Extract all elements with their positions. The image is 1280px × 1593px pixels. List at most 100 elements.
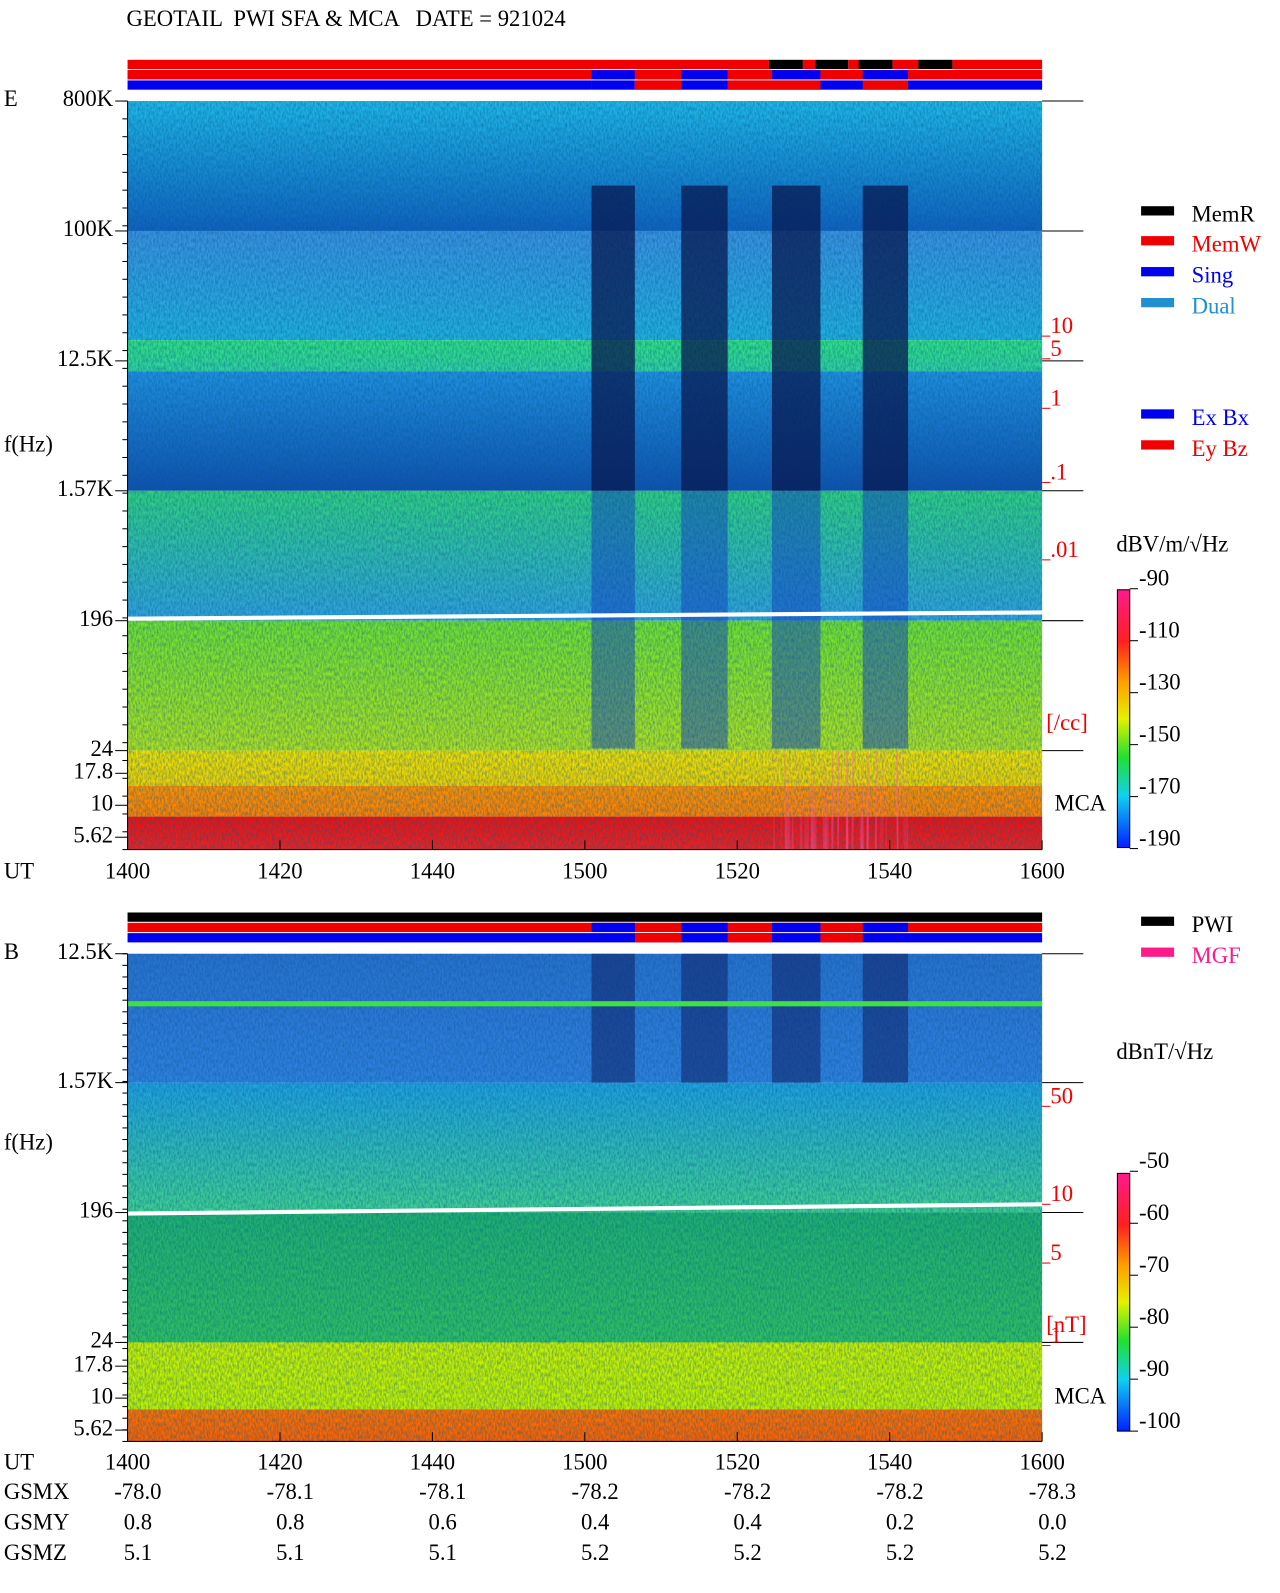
mode-bar — [820, 933, 863, 943]
y-tick-label: 17.8 — [73, 759, 113, 784]
mode-bar — [681, 80, 728, 90]
mode-bar — [802, 59, 816, 70]
dark-stripe — [771, 953, 821, 1083]
mode-bar — [815, 59, 849, 70]
dark-stripe — [862, 953, 909, 1083]
orbit-value: 0.4 — [733, 1510, 761, 1535]
x-tick-label: 1520 — [715, 1449, 760, 1474]
mode-bar — [862, 70, 909, 80]
spectrogram-noise — [127, 1212, 1043, 1343]
mode-bar — [591, 922, 635, 933]
y-tick-label: 196 — [79, 1198, 113, 1223]
legend-label: Sing — [1192, 263, 1234, 288]
mode-bar — [127, 80, 592, 90]
y-axis-label: f(Hz) — [4, 1130, 53, 1155]
dark-stripe — [591, 185, 635, 491]
mode-bar — [127, 922, 1043, 933]
orbit-value: 5.1 — [276, 1540, 304, 1565]
colorbar-tick-label: -90 — [1139, 566, 1169, 591]
legend-swatch — [1141, 297, 1175, 308]
mode-bar — [681, 922, 728, 933]
legend-label: Ex Bx — [1192, 405, 1250, 430]
mode-bar — [591, 80, 635, 90]
y-tick-label: 24 — [90, 1328, 113, 1353]
orbit-value: 0.8 — [276, 1510, 304, 1535]
x-tick-label: 1500 — [562, 859, 607, 884]
x-tick-label: 1540 — [867, 1449, 912, 1474]
density-tick-label: 5 — [1050, 336, 1061, 361]
orbit-value: 0.6 — [429, 1510, 457, 1535]
legend-label: Dual — [1192, 293, 1236, 318]
mca-label: MCA — [1054, 1383, 1106, 1408]
orbit-value: 5.2 — [733, 1540, 761, 1565]
orbit-value: 0.0 — [1038, 1510, 1066, 1535]
dark-stripe — [862, 185, 909, 491]
dark-stripe — [681, 185, 728, 491]
mode-bar — [127, 933, 1043, 943]
y-tick-label: 5.62 — [73, 1415, 113, 1440]
colorbar — [1116, 1172, 1131, 1432]
y-tick-label: 800K — [63, 86, 114, 111]
y-axis-label: f(Hz) — [4, 432, 53, 457]
x-tick-label: 1600 — [1019, 1449, 1064, 1474]
colorbar-tick-label: -60 — [1139, 1200, 1169, 1225]
colorbar-title: dBnT/√Hz — [1116, 1039, 1213, 1064]
legend-label: MemW — [1192, 232, 1262, 257]
orbit-value: -78.1 — [267, 1479, 314, 1504]
panel-label: E — [4, 86, 18, 111]
mode-bar — [908, 70, 1043, 80]
x-tick-label: 1420 — [257, 859, 302, 884]
mode-bar — [768, 59, 803, 70]
x-tick-label: 1520 — [715, 859, 760, 884]
mode-bar — [727, 70, 772, 80]
y-tick-label: 12.5K — [57, 939, 114, 964]
orbit-value: 5.2 — [1038, 1540, 1066, 1565]
density-tick-label: 1 — [1050, 385, 1061, 410]
x-tick-label: 1420 — [257, 1449, 302, 1474]
colorbar-tick-label: -190 — [1139, 826, 1181, 851]
green-line — [127, 1001, 1043, 1007]
orbit-value: 5.2 — [581, 1540, 609, 1565]
dark-stripe — [771, 490, 821, 749]
legend-swatch — [1141, 440, 1175, 450]
mode-bar — [727, 933, 772, 943]
colorbar-tick-label: -90 — [1139, 1356, 1169, 1381]
density-tick-label: 1 — [1050, 1322, 1061, 1347]
colorbar — [1116, 589, 1131, 849]
y-tick-label: 100K — [63, 216, 114, 241]
mode-bar — [634, 933, 682, 943]
density-tick-label: .01 — [1050, 537, 1078, 562]
legend-swatch — [1141, 267, 1175, 277]
dark-stripe — [681, 490, 728, 749]
legend-label: PWI — [1192, 912, 1234, 937]
cyclotron-line — [127, 1202, 1043, 1216]
mode-bar — [727, 80, 821, 90]
colorbar-tick-label: -170 — [1139, 774, 1181, 799]
mode-bar — [127, 59, 769, 70]
y-tick-label: 5.62 — [73, 822, 113, 847]
y-tick-label: 196 — [79, 606, 113, 631]
legend-label: MGF — [1192, 943, 1241, 968]
colorbar-title: dBV/m/√Hz — [1116, 532, 1228, 557]
colorbar-tick-label: -70 — [1139, 1252, 1169, 1277]
colorbar-tick-label: -50 — [1139, 1148, 1169, 1173]
hot-region — [768, 750, 909, 850]
mode-bar — [848, 59, 859, 70]
colorbar-tick-label: -100 — [1139, 1408, 1181, 1433]
mode-bar — [771, 922, 821, 933]
mode-bar — [918, 59, 953, 70]
density-unit: [nT] — [1046, 1312, 1086, 1337]
orbit-value: 5.1 — [124, 1540, 152, 1565]
density-tick-label: 5 — [1050, 1240, 1061, 1265]
x-tick-label: 1540 — [867, 859, 912, 884]
dark-stripe — [771, 185, 821, 491]
dark-stripe — [681, 953, 728, 1083]
orbit-value: -78.2 — [724, 1479, 771, 1504]
orbit-value: 0.4 — [581, 1510, 609, 1535]
spectrogram-noise — [127, 1082, 1043, 1213]
x-tick-label: 1400 — [105, 859, 150, 884]
y-tick-label: 10 — [90, 1383, 113, 1408]
mode-bar — [681, 70, 728, 80]
legend-swatch — [1141, 947, 1175, 957]
